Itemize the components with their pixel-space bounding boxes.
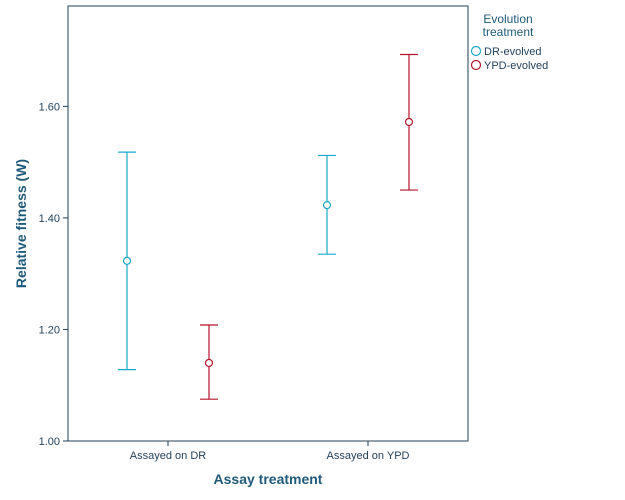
legend-marker [470, 45, 482, 57]
x-axis-title: Assay treatment [214, 471, 323, 487]
legend: Evolution treatment DR-evolved YPD-evolve… [470, 12, 548, 72]
mean-point [122, 256, 132, 265]
x-axis: Assayed on DR Assayed on YPD [130, 441, 410, 462]
plot-frame [67, 5, 469, 442]
legend-marker [470, 59, 482, 71]
y-axis: 1.00 1.20 1.40 1.60 [39, 101, 68, 448]
mean-point [204, 358, 214, 368]
error-bar-group [200, 324, 218, 400]
y-tick-label: 1.60 [39, 101, 60, 113]
error-bar-group [118, 151, 136, 371]
mean-point [322, 200, 332, 210]
legend-label: YPD-evolved [484, 60, 548, 72]
y-tick-label: 1.40 [39, 213, 60, 225]
legend-label: DR-evolved [484, 46, 541, 58]
plot-area [67, 5, 469, 442]
y-tick-label: 1.20 [39, 324, 60, 336]
chart-marks [118, 53, 418, 400]
legend-title-line-2: treatment [483, 25, 534, 39]
legend-title-line-1: Evolution [483, 12, 532, 26]
x-tick-label: Assayed on YPD [327, 450, 410, 462]
x-tick-label: Assayed on DR [130, 450, 206, 462]
error-bar-group [400, 53, 418, 191]
error-bar-group [318, 154, 336, 255]
y-axis-title: Relative fitness (W) [13, 159, 29, 288]
y-tick-label: 1.00 [39, 436, 60, 448]
mean-point [404, 117, 414, 127]
